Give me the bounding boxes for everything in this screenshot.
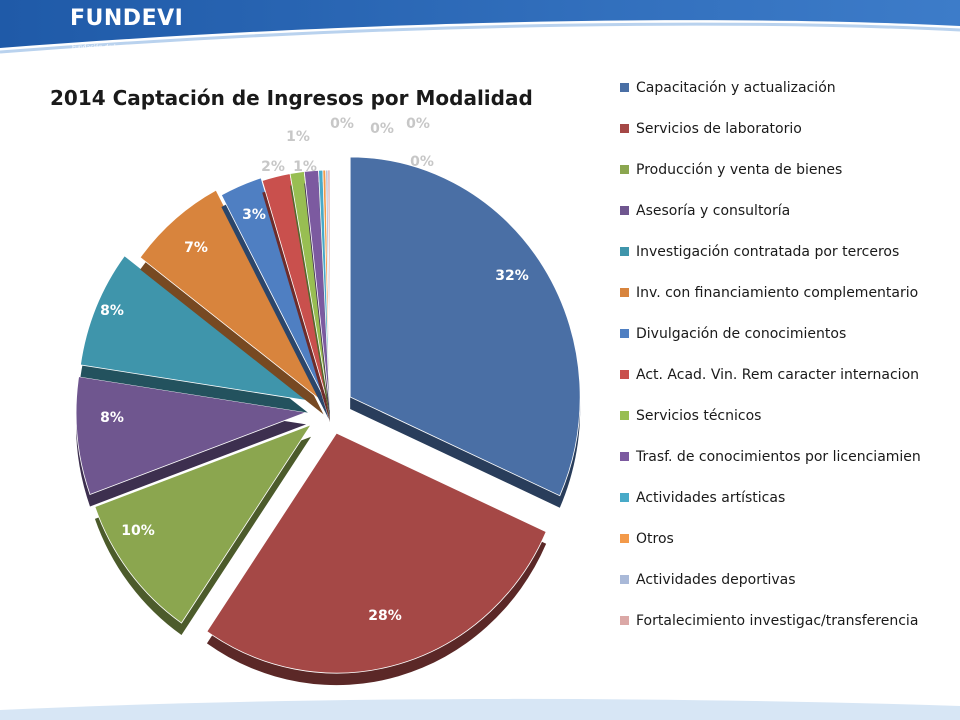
pie-slice-side <box>290 183 330 422</box>
pie-slice <box>349 156 581 508</box>
data-label: 7% <box>184 240 208 256</box>
data-label: 0% <box>370 121 394 137</box>
pie-slice <box>327 169 331 422</box>
data-label: 2% <box>261 159 285 175</box>
pie-slice-side <box>318 182 330 422</box>
header-banner <box>0 0 960 54</box>
legend-label: Fortalecimiento investigac/transferencia <box>636 613 919 629</box>
legend-label: Servicios técnicos <box>636 408 762 424</box>
pie-slice <box>94 423 313 636</box>
logo-name: FUNDEVI <box>70 6 184 31</box>
pie-slice <box>80 255 310 413</box>
legend-swatch <box>620 247 629 256</box>
data-label: 8% <box>100 410 124 426</box>
legend-swatch <box>620 83 629 92</box>
fundevi-logo: FUNDEVI Fundación de la Universidad de C… <box>70 6 183 66</box>
chart-title: 2014 Captación de Ingresos por Modalidad <box>50 86 533 110</box>
pie-slice-top <box>220 177 330 408</box>
legend-label: Actividades deportivas <box>636 572 796 588</box>
footer-wave <box>0 698 960 720</box>
data-label: 8% <box>100 303 124 319</box>
legend-swatch <box>620 411 629 420</box>
legend-label: Inv. con financiamiento complementario <box>636 285 919 301</box>
data-label: 28% <box>368 608 402 624</box>
legend-label: Asesoría y consultoría <box>636 203 791 219</box>
data-label: 3% <box>242 207 266 223</box>
pie-slice <box>139 189 324 415</box>
pie-slice-top <box>139 189 324 403</box>
logo-subtitle: Fundación de la Universidad de Costa Ric… <box>72 44 151 65</box>
legend-label: Investigación contratada por terceros <box>636 244 900 260</box>
legend-label: Trasf. de conocimientos por licenciamien <box>636 449 921 465</box>
legend-label: Capacitación y actualización <box>636 80 836 96</box>
legend-swatch <box>620 452 629 461</box>
pie-slice-top <box>206 432 547 674</box>
legend-swatch <box>620 124 629 133</box>
legend-swatch <box>620 616 629 625</box>
pie-slice-top <box>80 255 310 402</box>
data-label: 10% <box>121 523 155 539</box>
pie-slice-top <box>349 156 581 497</box>
pie-slice-top <box>94 423 313 624</box>
legend-swatch <box>620 370 629 379</box>
legend-label: Servicios de laboratorio <box>636 121 802 137</box>
data-label: 32% <box>495 268 529 284</box>
legend-label: Otros <box>636 531 674 547</box>
legend-label: Producción y venta de bienes <box>636 162 843 178</box>
legend-swatch <box>620 493 629 502</box>
legend-swatch <box>620 534 629 543</box>
legend-swatch <box>620 575 629 584</box>
legend-label: Actividades artísticas <box>636 490 786 506</box>
pie-slice <box>220 177 330 420</box>
legend-swatch <box>620 329 629 338</box>
pie-slice-top <box>75 376 308 495</box>
legend-label: Divulgación de conocimientos <box>636 326 847 342</box>
legend-swatch <box>620 288 629 297</box>
legend-label: Act. Acad. Vin. Rem caracter internacion <box>636 367 920 383</box>
pie-slice <box>206 432 547 686</box>
legend-swatch <box>620 206 629 215</box>
pie-slice <box>75 376 308 507</box>
data-label: 0% <box>330 116 354 132</box>
data-label: 1% <box>293 159 317 175</box>
pie-slice-side <box>304 182 330 422</box>
data-label: 0% <box>410 154 434 170</box>
legend-swatch <box>620 165 629 174</box>
data-label: 1% <box>286 129 310 145</box>
pie-slice-side <box>262 185 330 422</box>
data-label: 0% <box>406 116 430 132</box>
pie-slice-top <box>327 169 331 411</box>
